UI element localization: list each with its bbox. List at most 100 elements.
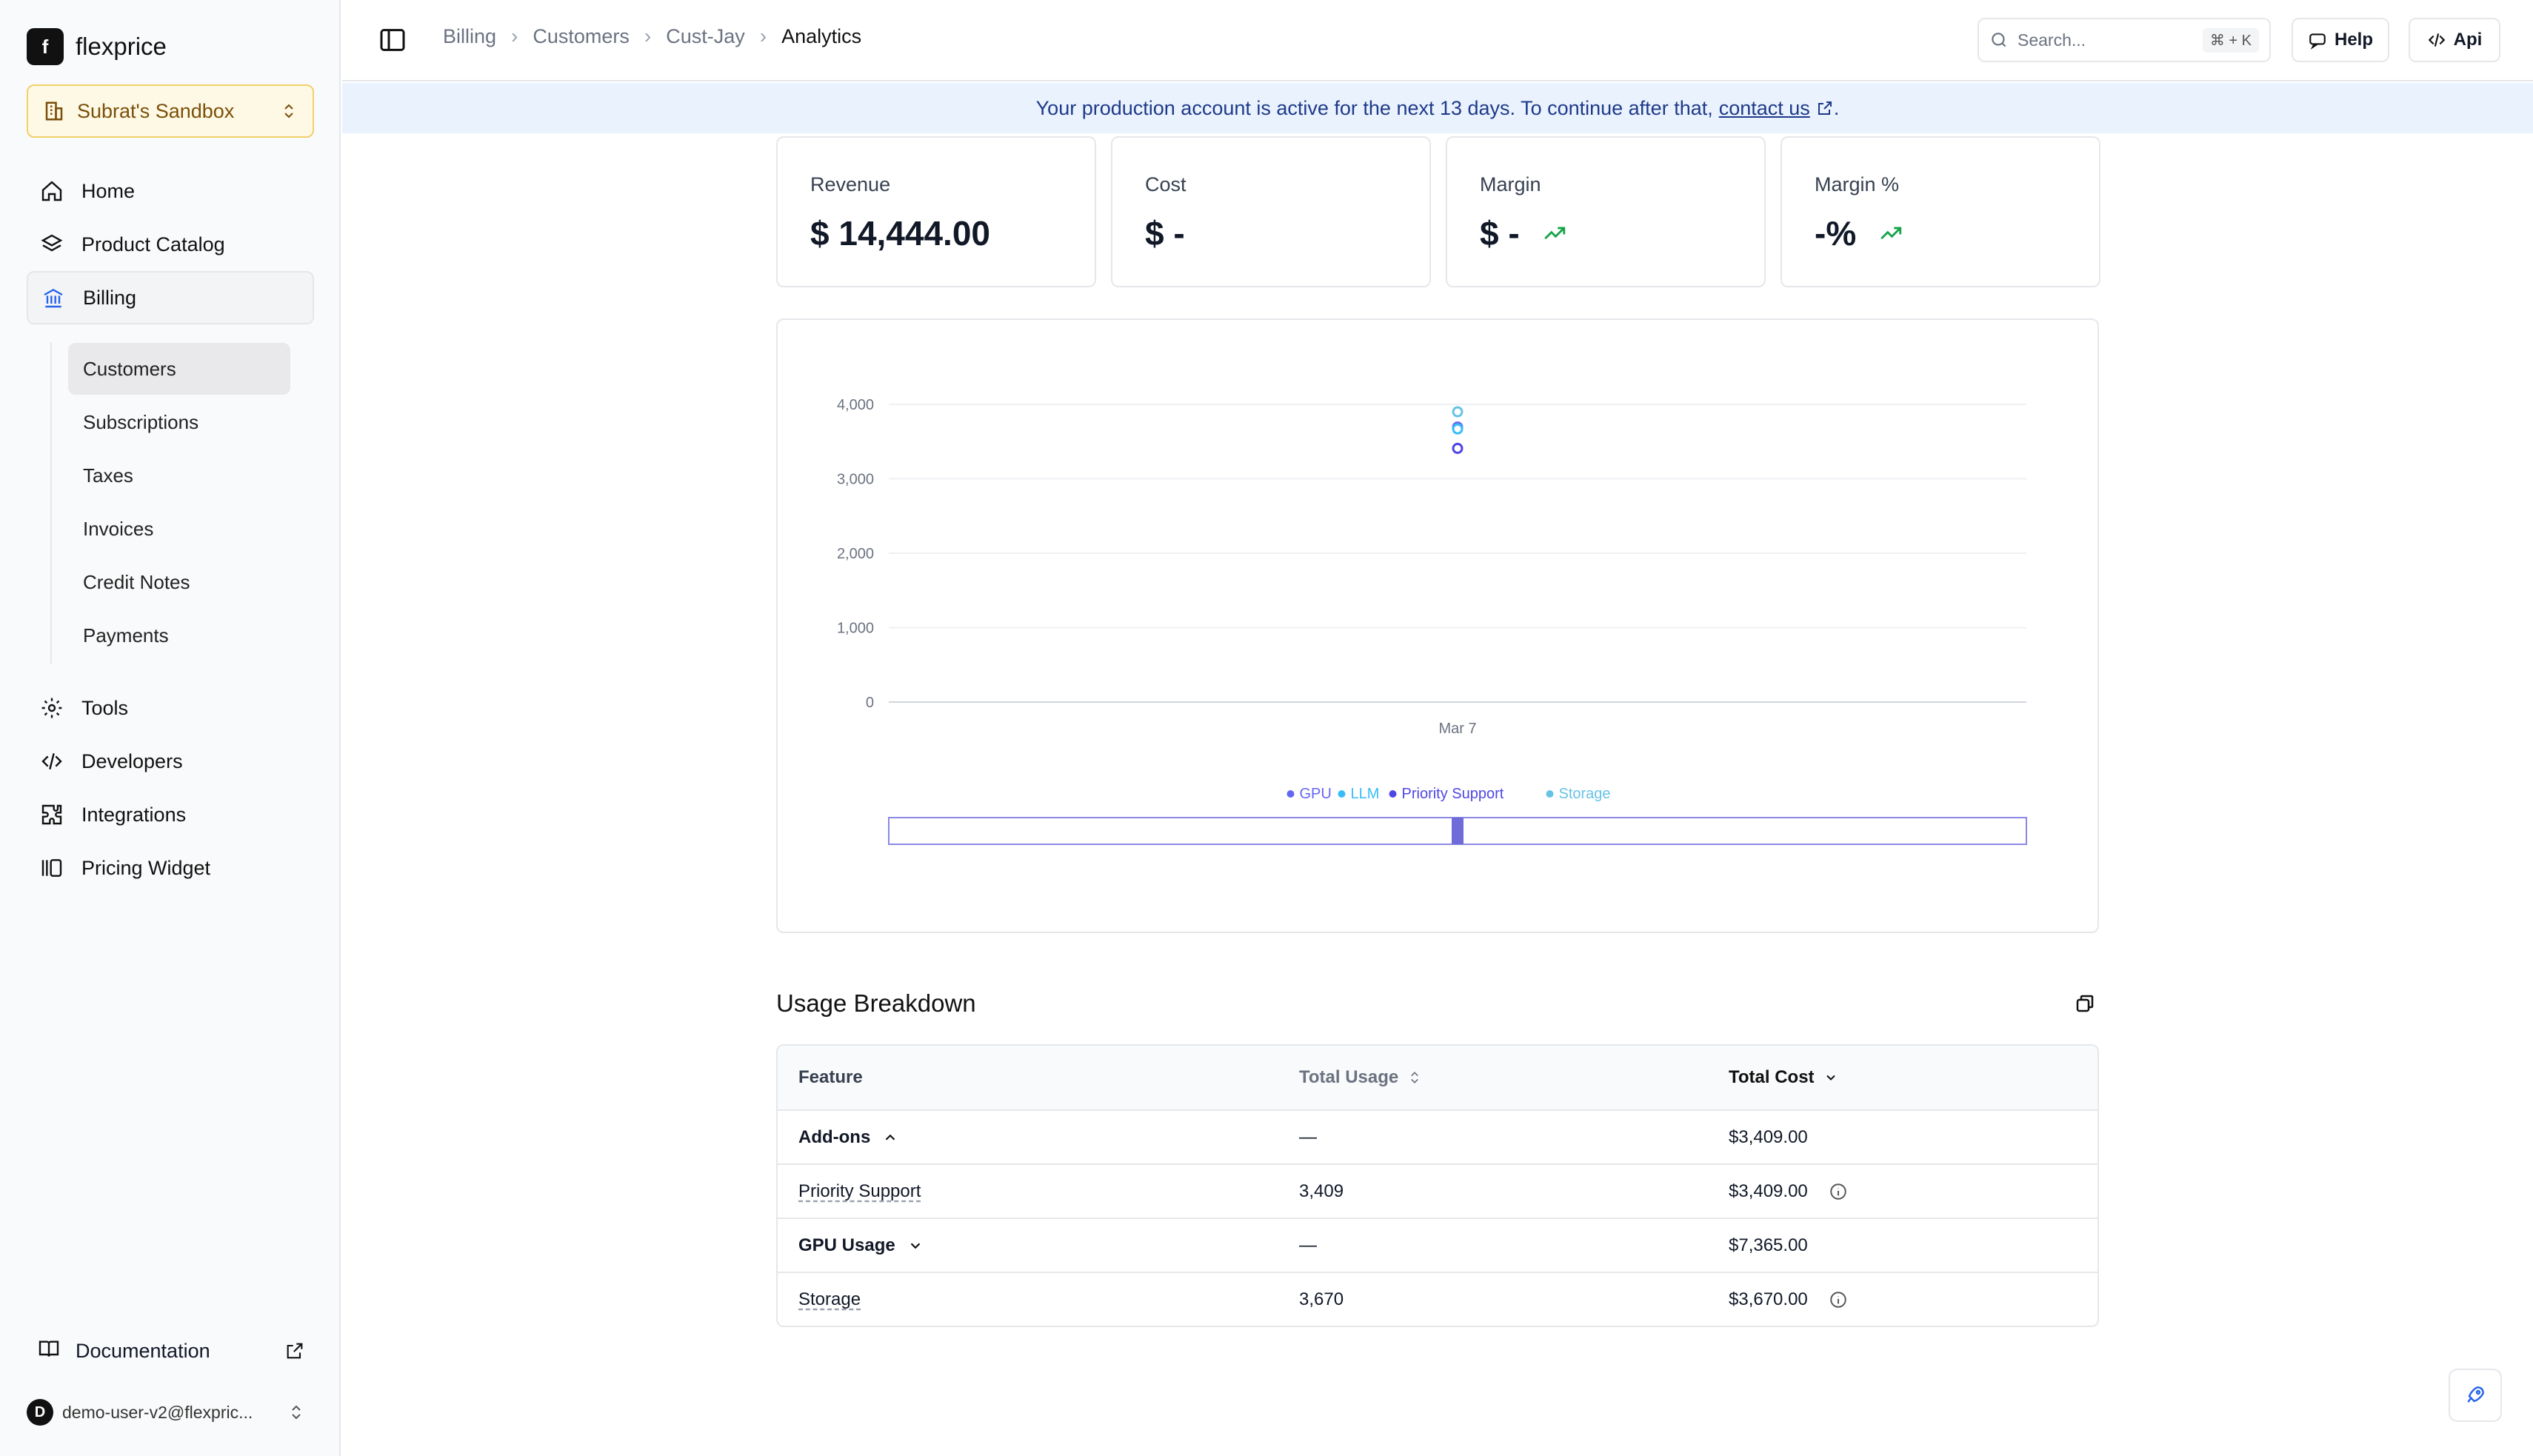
code-icon <box>37 747 67 776</box>
info-icon[interactable] <box>1829 1182 1848 1201</box>
chat-icon <box>2309 33 2326 50</box>
breadcrumb-billing[interactable]: Billing <box>443 24 497 47</box>
column-header-feature: Feature <box>798 1067 863 1087</box>
usage-breakdown-title: Usage Breakdown <box>776 989 976 1017</box>
column-header-total-usage: Total Usage <box>1299 1067 1399 1087</box>
sidebar-item-label: Home <box>81 179 136 202</box>
sort-icon <box>1411 1072 1419 1083</box>
legend-label: GPU <box>1300 786 1332 802</box>
legend-label: Storage <box>1559 786 1611 802</box>
home-icon <box>37 176 67 206</box>
legend-marker <box>1338 790 1346 798</box>
sidebar-subitem-customers[interactable]: Customers <box>68 343 290 395</box>
legend-marker <box>1546 790 1554 798</box>
metric-value: $ 14,444.00 <box>810 214 991 253</box>
brand-name: flexprice <box>76 33 167 60</box>
chevron-right-icon: › <box>644 24 652 47</box>
sidebar-item-label: Product Catalog <box>81 233 225 256</box>
sidebar-item-integrations[interactable]: Integrations <box>27 788 314 841</box>
search-input[interactable]: Search... ⌘ + K <box>1978 18 2271 62</box>
chevron-down-icon[interactable] <box>907 1238 924 1254</box>
trend-up-icon <box>1880 227 1902 240</box>
workspace-switcher[interactable]: Subrat's Sandbox <box>27 84 314 138</box>
logo-icon: f <box>27 28 64 65</box>
sidebar-item-tools[interactable]: Tools <box>27 681 314 735</box>
sidebar-toggle-icon[interactable] <box>378 25 407 55</box>
legend-marker <box>1389 790 1397 798</box>
metric-card-margin-percent: Margin % -% <box>1781 136 2100 287</box>
puzzle-icon <box>37 800 67 829</box>
chevron-up-icon[interactable] <box>882 1129 898 1146</box>
banner-suffix: . <box>1833 96 1840 119</box>
table-row-group-addons[interactable]: Add-ons — $3,409.00 <box>778 1109 2098 1163</box>
sidebar-item-developers[interactable]: Developers <box>27 735 314 788</box>
y-tick-label: 2,000 <box>837 546 874 562</box>
sidebar-item-home[interactable]: Home <box>27 164 314 218</box>
row-feature[interactable]: Priority Support <box>798 1181 921 1201</box>
expand-icon[interactable] <box>2074 992 2096 1015</box>
sort-total-usage[interactable]: Total Usage <box>1277 1067 1706 1088</box>
breadcrumb-customer[interactable]: Cust-Jay <box>666 24 745 47</box>
legend-marker <box>1286 790 1295 798</box>
building-icon <box>45 101 63 121</box>
breadcrumb: Billing › Customers › Cust-Jay › Analyti… <box>443 24 861 48</box>
sidebar-subitem-invoices[interactable]: Invoices <box>83 517 154 540</box>
sidebar-item-pricing-widget[interactable]: Pricing Widget <box>27 841 314 895</box>
table-row-group-gpu[interactable]: GPU Usage — $7,365.00 <box>778 1218 2098 1272</box>
contact-us-link[interactable]: contact us <box>1718 96 1810 119</box>
metric-card-revenue: Revenue $ 14,444.00 <box>776 136 1096 287</box>
row-usage: 3,670 <box>1299 1289 1344 1309</box>
api-button[interactable]: Api <box>2409 18 2500 62</box>
sidebar-item-label: Developers <box>81 749 183 772</box>
data-point-priority-support <box>1452 442 1464 454</box>
search-shortcut: ⌘ + K <box>2202 27 2259 53</box>
banner-text: Your production account is active for th… <box>1035 96 1713 119</box>
sidebar-subitem-payments[interactable]: Payments <box>83 624 169 647</box>
api-label: Api <box>2453 30 2483 50</box>
user-menu[interactable]: D demo-user-v2@flexpric... <box>27 1392 314 1432</box>
column-header-total-cost: Total Cost <box>1729 1067 1815 1087</box>
documentation-link[interactable]: Documentation <box>27 1329 314 1373</box>
y-tick-label: 3,000 <box>837 472 874 488</box>
layers-icon <box>37 230 67 259</box>
sidebar-item-label: Pricing Widget <box>81 856 211 879</box>
table-header: Feature Total Usage Total Cost <box>778 1046 2098 1109</box>
metric-label: Margin <box>1480 173 1541 196</box>
search-placeholder: Search... <box>2018 30 2086 50</box>
info-icon[interactable] <box>1829 1290 1848 1309</box>
user-email: demo-user-v2@flexpric... <box>62 1402 253 1422</box>
help-button[interactable]: Help <box>2292 18 2389 62</box>
usage-chart-card: 0 1,000 2,000 3,000 4,000 Mar 7 GPU LLM Priority… <box>776 318 2099 933</box>
trial-banner: Your production account is active for th… <box>342 83 2533 133</box>
breadcrumb-customers[interactable]: Customers <box>533 24 630 47</box>
sidebar-subitem-subscriptions[interactable]: Subscriptions <box>83 410 199 433</box>
y-tick-label: 1,000 <box>837 621 874 637</box>
workspace-name: Subrat's Sandbox <box>77 99 235 122</box>
row-cost: $3,670.00 <box>1729 1289 1808 1309</box>
metric-label: Margin % <box>1815 173 1900 196</box>
sidebar-item-product-catalog[interactable]: Product Catalog <box>27 218 314 271</box>
row-feature[interactable]: Storage <box>798 1289 861 1309</box>
sidebar-item-label: Integrations <box>81 803 187 826</box>
data-point-llm <box>1452 423 1464 435</box>
brand[interactable]: f flexprice <box>27 28 167 65</box>
metric-card-cost: Cost $ - <box>1111 136 1431 287</box>
code-icon <box>2428 33 2445 47</box>
documentation-label: Documentation <box>76 1339 210 1362</box>
metric-value: -% <box>1815 214 1857 253</box>
sidebar-subitem-taxes[interactable]: Taxes <box>83 464 133 487</box>
rocket-button[interactable] <box>2449 1369 2502 1422</box>
search-icon <box>1992 33 2006 47</box>
bank-icon <box>39 283 68 313</box>
usage-chart: 0 1,000 2,000 3,000 4,000 Mar 7 GPU LLM Priority… <box>837 397 2027 845</box>
sidebar-subitem-credit-notes[interactable]: Credit Notes <box>83 570 190 593</box>
row-usage: — <box>1299 1126 1317 1147</box>
row-cost: $3,409.00 <box>1729 1126 1808 1147</box>
trend-up-icon <box>1544 227 1565 240</box>
sort-total-cost[interactable]: Total Cost <box>1706 1067 2098 1088</box>
external-link-icon[interactable] <box>1816 99 1834 117</box>
metric-value: $ - <box>1480 214 1520 253</box>
sidebar-item-billing[interactable]: Billing <box>27 271 314 324</box>
chevron-right-icon: › <box>511 24 518 47</box>
row-feature: GPU Usage <box>798 1235 895 1255</box>
